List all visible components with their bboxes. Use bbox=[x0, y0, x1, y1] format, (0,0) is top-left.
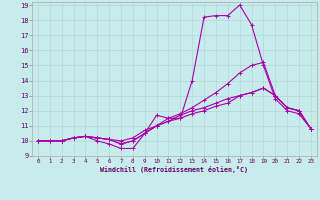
X-axis label: Windchill (Refroidissement éolien,°C): Windchill (Refroidissement éolien,°C) bbox=[100, 166, 248, 173]
